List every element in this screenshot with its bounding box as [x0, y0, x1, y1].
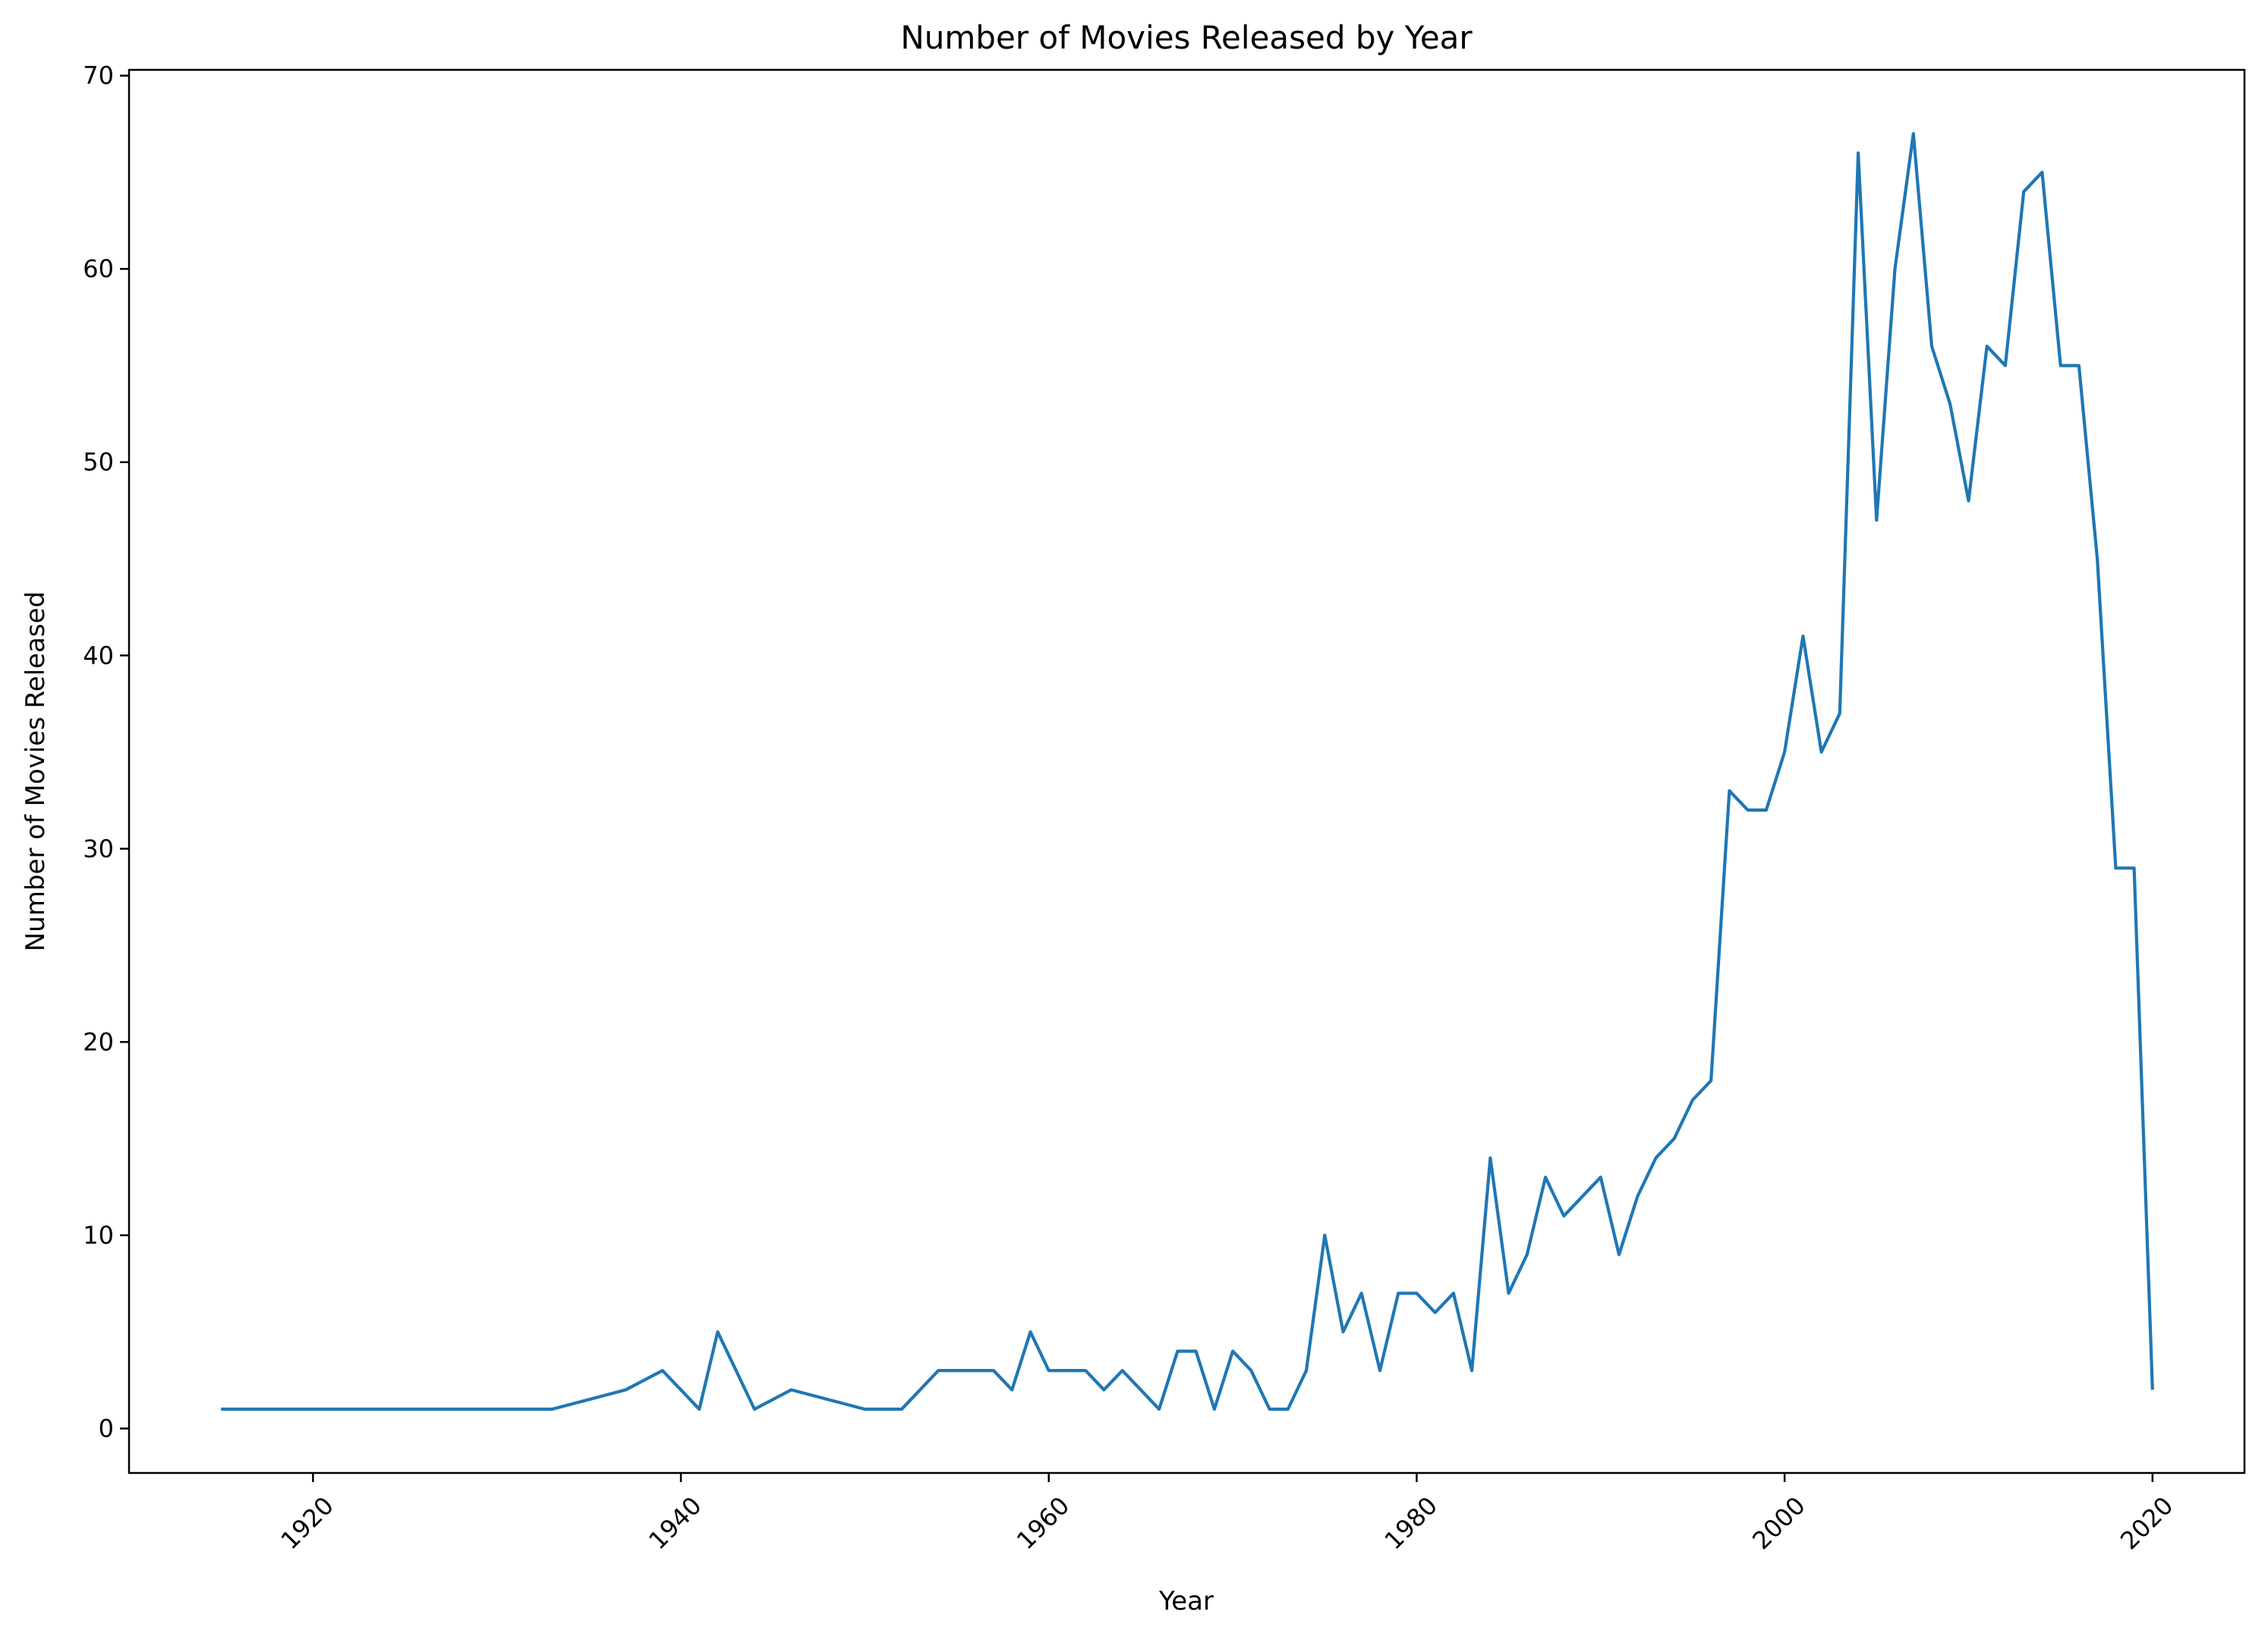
y-tick-label: 10	[83, 1221, 114, 1250]
y-axis-title: Number of Movies Released	[20, 591, 51, 952]
y-axis-ticks: 0 10 20 30 40 50 60 70	[83, 62, 129, 1443]
y-tick-label: 60	[83, 254, 114, 283]
y-tick-label: 70	[83, 62, 114, 90]
chart-title: Number of Movies Released by Year	[900, 19, 1473, 56]
series-line	[221, 131, 2154, 1411]
y-tick-label: 20	[83, 1027, 114, 1056]
series-layer	[221, 131, 2154, 1411]
y-tick-label: 0	[99, 1414, 114, 1443]
x-axis-title: Year	[1158, 1586, 1214, 1616]
y-tick-label: 30	[83, 834, 114, 863]
y-tick-label: 50	[83, 448, 114, 477]
y-tick-label: 40	[83, 641, 114, 670]
plot-area-frame	[128, 68, 2246, 1474]
